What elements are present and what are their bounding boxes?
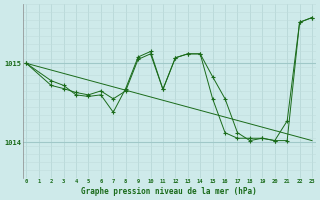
X-axis label: Graphe pression niveau de la mer (hPa): Graphe pression niveau de la mer (hPa) [81,187,257,196]
